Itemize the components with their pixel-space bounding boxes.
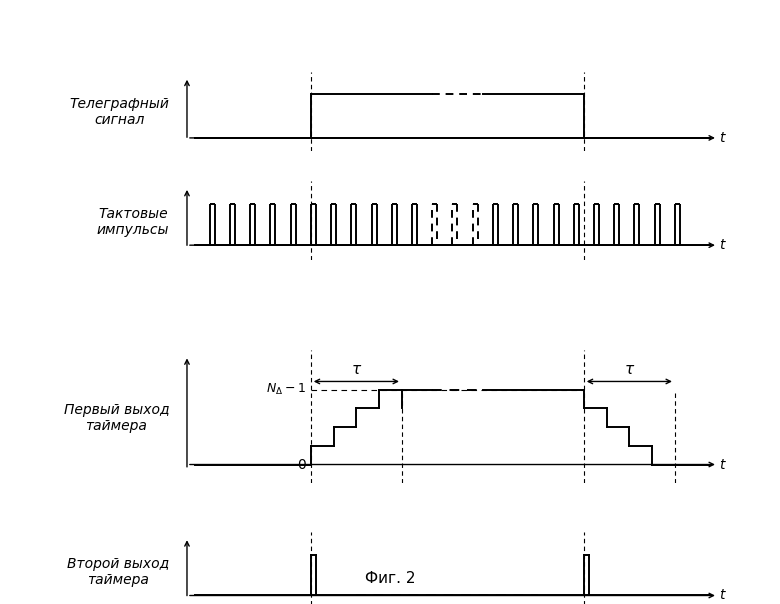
Text: 0: 0 <box>297 457 306 472</box>
Text: t: t <box>719 131 725 145</box>
Text: Второй выход
таймера: Второй выход таймера <box>67 557 169 587</box>
Text: Телеграфный
сигнал: Телеграфный сигнал <box>69 97 169 127</box>
Text: t: t <box>719 457 725 472</box>
Text: t: t <box>719 238 725 252</box>
Text: $\tau$: $\tau$ <box>351 362 362 378</box>
Text: $\tau$: $\tau$ <box>624 362 635 378</box>
Text: $N_\Delta - 1$: $N_\Delta - 1$ <box>266 382 306 397</box>
Text: Тактовые
импульсы: Тактовые импульсы <box>97 207 169 237</box>
Text: Фиг. 2: Фиг. 2 <box>365 571 415 586</box>
Text: t: t <box>719 588 725 603</box>
Text: Первый выход
таймера: Первый выход таймера <box>64 403 169 433</box>
